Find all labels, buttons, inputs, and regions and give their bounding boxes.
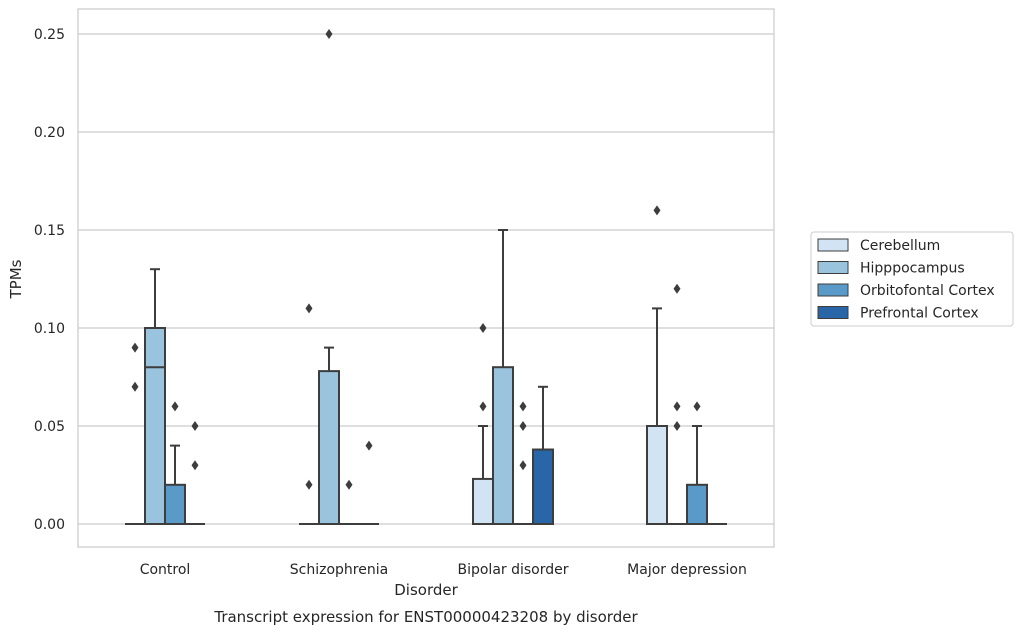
box-plots [125,29,727,526]
box-body [686,483,708,525]
box-hipppocampus-3 [667,283,687,525]
outlier-point [191,421,199,431]
box-hipppocampus-2 [492,229,514,526]
outlier-point [519,460,527,471]
outlier-point [693,401,701,412]
x-tick-label: Major depression [627,562,747,578]
box-body [164,483,186,525]
box-body [144,327,166,525]
box-body [492,366,514,526]
y-axis-label: TPMs [7,259,25,299]
y-tick-label: 0.05 [34,419,65,435]
box-orbitofontal-cortex-1 [339,479,359,525]
legend-label: Hipppocampus [860,261,965,277]
outlier-point [345,479,353,490]
box-body [646,425,668,525]
x-tick-label: Bipolar disorder [457,562,568,578]
outlier-point [519,401,527,412]
plot-frame [77,8,775,548]
box-cerebellum-3 [646,205,668,525]
legend-label: Cerebellum [860,238,940,254]
x-tick-label: Schizophrenia [290,562,388,578]
chart-title: Transcript expression for ENST0000042320… [213,608,638,626]
box-body [472,477,494,526]
box-hipppocampus-1 [318,29,340,525]
box-orbitofontal-cortex-2 [513,401,533,525]
x-tick-label: Control [140,562,191,578]
legend-swatch [817,261,849,274]
outlier-point [479,401,487,412]
outlier-point [305,303,313,314]
x-axis-label: Disorder [394,581,458,599]
box-prefrontal-cortex-1 [359,440,379,525]
outlier-point [325,29,333,39]
outlier-point [479,323,487,333]
y-tick-labels: 0.00 0.05 0.10 0.15 0.20 0.25 [34,27,65,533]
legend-swatch [817,238,849,252]
box-body [318,370,340,525]
outlier-point [673,421,681,431]
box-body [532,448,554,525]
outlier-point [131,381,139,392]
outlier-point [673,283,681,294]
box-cerebellum-2 [472,323,494,526]
outlier-point [519,421,527,431]
legend-label: Orbitofontal Cortex [860,283,995,299]
outlier-point [305,479,313,490]
outlier-point [653,205,661,216]
box-orbitofontal-cortex-0 [164,401,186,525]
y-tick-label: 0.20 [34,125,65,141]
box-prefrontal-cortex-0 [185,421,205,525]
y-tick-label: 0.25 [34,27,65,43]
outlier-point [131,342,139,353]
outlier-point [191,460,199,471]
y-gridlines [78,33,774,525]
box-cerebellum-0 [125,342,145,525]
x-tick-labels: Control Schizophrenia Bipolar disorder Majo… [140,562,747,578]
legend-swatch [817,283,849,297]
y-tick-label: 0.00 [34,517,65,533]
box-prefrontal-cortex-2 [532,385,554,525]
box-orbitofontal-cortex-3 [686,401,708,525]
outlier-point [365,440,373,451]
y-tick-label: 0.10 [34,321,65,337]
legend-swatch [817,306,849,319]
y-tick-label: 0.15 [34,223,65,239]
outlier-point [171,401,179,412]
legend-label: Prefrontal Cortex [860,306,979,322]
legend: Cerebellum Hipppocampus Orbitofontal Corte… [810,231,1014,327]
legend-frame [810,231,1014,327]
box-hipppocampus-0 [144,268,166,525]
box-cerebellum-1 [299,303,319,525]
outlier-point [673,401,681,412]
